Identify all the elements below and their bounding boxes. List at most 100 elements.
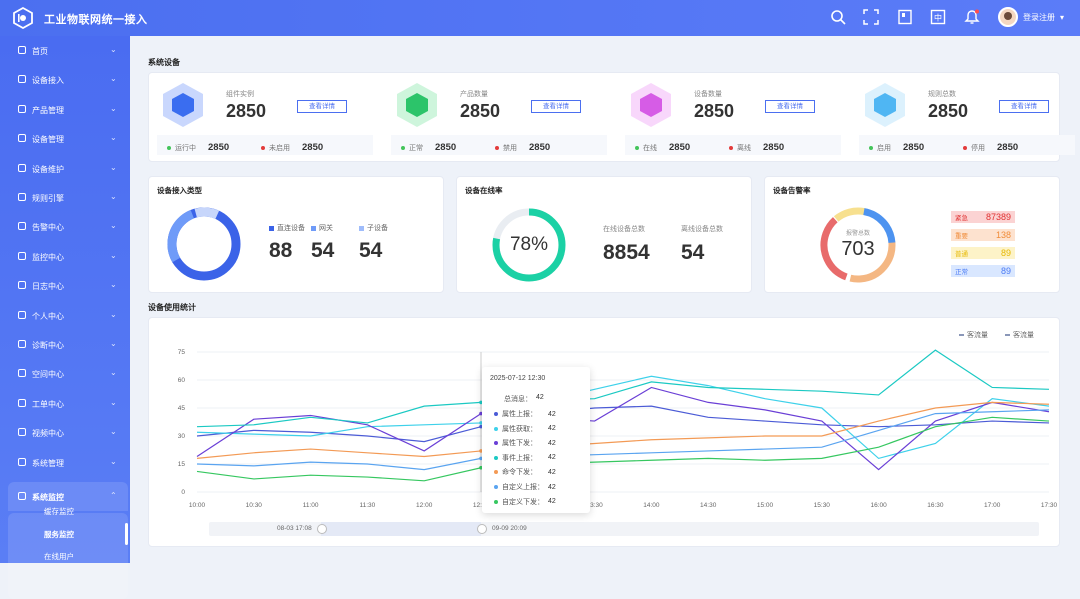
chevron-icon: ⌄ <box>110 103 117 113</box>
stat-icon <box>397 83 437 127</box>
scrollbar-thumb[interactable] <box>125 523 128 545</box>
legend-item-1[interactable]: 客流量 <box>959 330 988 340</box>
access-value: 88 <box>269 239 293 262</box>
search-icon[interactable] <box>830 9 846 25</box>
stat-name: 设备数量 <box>694 91 722 98</box>
user-menu[interactable]: 登录注册 ▾ <box>998 7 1064 27</box>
tooltip-row: 属性获取： 42 <box>494 424 584 434</box>
online-rate-card: 设备在线率 78% 在线设备总数 8854 离线设备总数 54 <box>456 176 752 293</box>
sidebar-item-2[interactable]: 产品管理 ⌄ <box>0 95 130 124</box>
slider-selection[interactable] <box>321 522 481 536</box>
view-details-button[interactable]: 查看详情 <box>765 100 815 113</box>
stat-footer <box>391 135 607 155</box>
sidebar-item-label: 首页 <box>32 47 48 56</box>
screen-icon <box>18 492 26 500</box>
sidebar: 首页 ⌄ 设备接入 ⌄ 产品管理 ⌄ 设备管理 ⌄ 设备维护 ⌄ 规则引擎 ⌄ 告警中心 ⌄ 监控中心 ⌄ 日志… <box>0 36 130 599</box>
sidebar-item-1[interactable]: 设备接入 ⌄ <box>0 65 130 94</box>
fullscreen-icon[interactable] <box>863 9 879 25</box>
stat-footer <box>157 135 373 155</box>
tooltip-row: 自定义下发： 42 <box>494 497 584 507</box>
sidebar-item-7[interactable]: 监控中心 ⌄ <box>0 242 130 271</box>
language-icon[interactable]: 中 <box>930 9 946 25</box>
alarm-level-3: 正常 89 <box>951 265 1015 277</box>
sidebar-item-label: 设备管理 <box>32 135 64 145</box>
monitor-icon <box>18 251 26 260</box>
alarm-level-1: 重要 138 <box>951 229 1015 241</box>
sidebar-item-label: 工单中心 <box>32 399 64 409</box>
chevron-icon: ⌄ <box>110 368 117 378</box>
stat-value: 2850 <box>694 101 735 121</box>
sidebar-item-0[interactable]: 首页 ⌄ <box>0 36 130 65</box>
sidebar-item-4[interactable]: 设备维护 ⌄ <box>0 154 130 183</box>
sub-item-cache[interactable]: 缓存监控 <box>44 507 74 516</box>
rule-icon <box>18 193 26 201</box>
chevron-icon: ⌄ <box>110 339 117 348</box>
stat-tile-1: 产品数量 2850 查看详情 正常 2850 禁用 2850 <box>383 73 613 161</box>
sidebar-item-label: 个人中心 <box>32 311 64 321</box>
hover-point-2 <box>479 411 483 416</box>
x-tick-label: 10:00 <box>189 502 206 509</box>
home-icon <box>18 46 26 54</box>
sidebar-item-3[interactable]: 设备管理 ⌄ <box>0 124 130 153</box>
sidebar-item-label: 告警中心 <box>32 223 64 233</box>
y-tick-label: 0 <box>181 489 185 496</box>
view-details-button[interactable]: 查看详情 <box>531 100 581 113</box>
sidebar-item-label: 监控中心 <box>32 252 64 262</box>
slider-handle-start[interactable] <box>317 524 327 534</box>
sub-item-service[interactable]: 服务监控 <box>44 530 74 539</box>
section-title-devices: 系统设备 <box>148 58 180 67</box>
sidebar-item-9[interactable]: 个人中心 ⌄ <box>0 301 130 330</box>
access-type-card: 设备接入类型 直连设备 88 网关 54 子设备 54 <box>148 176 444 293</box>
stat-value: 2850 <box>928 101 969 121</box>
usage-chart-card: 客流量 客流量 0 15 30 45 60 75 10:00 10:30 11:00 11:30 1… <box>148 317 1060 547</box>
legend-item-2[interactable]: 客流量 <box>1005 330 1034 340</box>
view-details-button[interactable]: 查看详情 <box>999 100 1049 113</box>
sidebar-item-15[interactable]: 系统监控 ⌃ <box>8 482 128 511</box>
sidebar-item-14[interactable]: 系统管理 ⌄ <box>0 448 130 477</box>
chevron-icon: ⌄ <box>110 397 117 407</box>
offline-total-value: 54 <box>681 241 705 264</box>
document-icon[interactable] <box>897 9 913 25</box>
x-tick-label: 14:30 <box>700 502 717 509</box>
x-tick-label: 11:00 <box>303 502 319 509</box>
online-total-label: 在线设备总数 <box>603 226 645 233</box>
time-range-slider[interactable] <box>209 522 1039 536</box>
sidebar-item-11[interactable]: 空间中心 ⌄ <box>0 359 130 388</box>
online-total-value: 8854 <box>603 241 650 264</box>
sidebar-item-6[interactable]: 告警中心 ⌄ <box>0 212 130 241</box>
sub-item-online-users[interactable]: 在线用户 <box>44 552 74 561</box>
sidebar-item-12[interactable]: 工单中心 ⌄ <box>0 389 130 418</box>
x-tick-label: 16:30 <box>927 502 944 509</box>
log-icon <box>18 281 26 290</box>
sidebar-item-10[interactable]: 诊断中心 ⌄ <box>0 330 130 359</box>
x-tick-label: 17:00 <box>984 502 1001 509</box>
hover-point-0 <box>479 424 483 429</box>
video-icon <box>18 428 26 437</box>
sidebar-item-13[interactable]: 视频中心 ⌄ <box>0 418 130 447</box>
view-details-button[interactable]: 查看详情 <box>297 100 347 113</box>
y-tick-label: 75 <box>178 349 186 356</box>
slider-handle-end[interactable] <box>477 524 487 534</box>
usage-line-chart[interactable]: 0 15 30 45 60 75 10:00 10:30 11:00 11:30 12:00 12:3… <box>149 318 1059 546</box>
series-line-2 <box>196 386 1050 471</box>
sidebar-item-5[interactable]: 规则引擎 ⌄ <box>0 183 130 212</box>
section-title-usage: 设备使用统计 <box>148 303 196 312</box>
series-line-1 <box>196 375 1050 460</box>
series-line-4 <box>196 401 1050 459</box>
access-value: 54 <box>311 239 335 262</box>
slider-start-label: 08-03 17:08 <box>277 525 312 532</box>
access-legend-item: 网关 <box>311 223 333 233</box>
stat-tile-2: 设备数量 2850 查看详情 在线 2850 离线 2850 <box>617 73 847 161</box>
stat-name: 规则总数 <box>928 91 956 98</box>
y-tick-label: 15 <box>178 461 186 468</box>
bell-icon[interactable] <box>964 9 980 25</box>
top-bar: 工业物联网统一接入 中 登录注册 ▾ <box>0 0 1080 36</box>
sidebar-item-8[interactable]: 日志中心 ⌄ <box>0 271 130 300</box>
slider-end-label: 09-09 20:09 <box>492 525 527 532</box>
chevron-icon: ⌄ <box>110 45 117 54</box>
ticket-icon <box>18 398 26 407</box>
alarm-icon <box>18 222 26 231</box>
stat-icon <box>865 83 905 127</box>
alarm-rate-card: 设备告警率 报警总数 703 紧急 87389 重要 138 普通 89 正常 89 <box>764 176 1060 293</box>
alarm-center-value: 703 <box>841 238 875 260</box>
